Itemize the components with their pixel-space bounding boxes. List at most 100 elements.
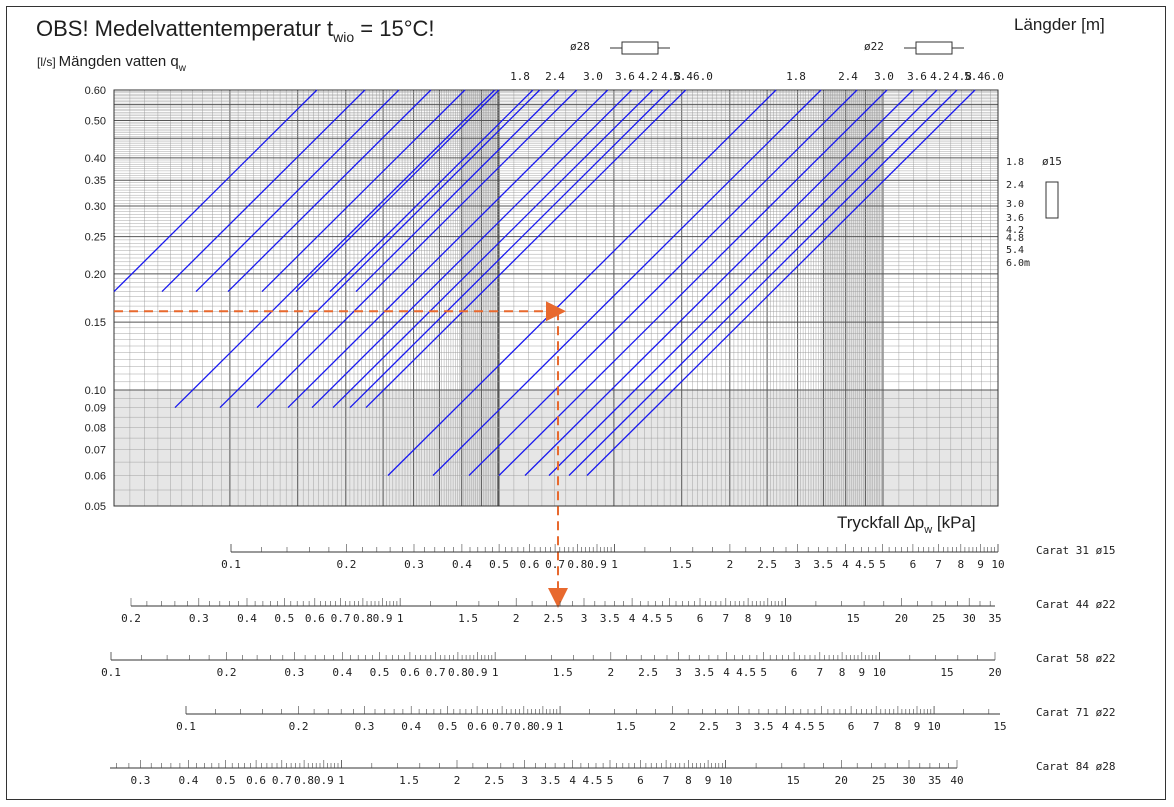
series-line [432, 89, 822, 476]
scale-tick-label: 3.5 [694, 666, 714, 679]
length-label: 3.6 [615, 70, 635, 83]
scale-tick-label: 0.4 [237, 612, 257, 625]
series-line [174, 89, 496, 409]
scale-name: Carat 71 ø22 [1036, 706, 1115, 719]
scale-tick-label: 7 [722, 612, 729, 625]
scale-tick-label: 8 [895, 720, 902, 733]
series-line [219, 89, 541, 409]
scale-tick-label: 9 [914, 720, 921, 733]
scale-tick-label: 6 [791, 666, 798, 679]
scale-tick-label: 10 [991, 558, 1004, 571]
length-label: 3.0 [874, 70, 894, 83]
length-label: 3.6 [907, 70, 927, 83]
length-label: 4.8 [1006, 233, 1024, 244]
scale-tick-label: 9 [764, 612, 771, 625]
length-label: 1.8 [786, 70, 806, 83]
series-line [329, 89, 534, 293]
length-label: 3.0 [1006, 199, 1024, 210]
scale-tick-label: 1 [557, 720, 564, 733]
scale-tick-label: 5 [818, 720, 825, 733]
scale-tick-label: 1 [611, 558, 618, 571]
scale-tick-label: 0.5 [489, 558, 509, 571]
length-label: 3.0 [583, 70, 603, 83]
scale-tick-label: 4 [629, 612, 636, 625]
y-tick-label: 0.25 [85, 232, 106, 244]
scale-tick-label: 3.5 [813, 558, 833, 571]
shaded-band [823, 90, 883, 506]
series-line [311, 89, 633, 409]
y-tick-label: 0.07 [85, 445, 106, 457]
scale-tick-label: 0.6 [400, 666, 420, 679]
y-tick-label: 0.30 [85, 201, 106, 213]
shaded-band [460, 90, 500, 506]
scale-tick-label: 0.9 [373, 612, 393, 625]
chart-title: OBS! Medelvattentemperatur twio = 15°C! [36, 16, 435, 45]
scale-tick-label: 0.7 [492, 720, 512, 733]
scale-tick-label: 0.1 [221, 558, 241, 571]
scale-tick-label: 6 [697, 612, 704, 625]
length-label: 4.2 [638, 70, 658, 83]
scale-tick-label: 6 [848, 720, 855, 733]
length-label: 2.4 [838, 70, 858, 83]
series-line [349, 89, 671, 409]
pipe-size-label: ø22 [864, 40, 884, 53]
series-line [161, 89, 366, 293]
scale-tick-label: 6 [637, 774, 644, 787]
scale-tick-label: 9 [977, 558, 984, 571]
scale-tick-label: 30 [902, 774, 915, 787]
scale-tick-label: 0.1 [176, 720, 196, 733]
scale-tick-label: 10 [719, 774, 732, 787]
scale-tick-label: 15 [940, 666, 953, 679]
length-label: 4.2 [1006, 225, 1024, 236]
scale-tick-label: 9 [858, 666, 865, 679]
scale-tick-label: 0.6 [467, 720, 487, 733]
length-label: 3.6 [1006, 213, 1024, 224]
scale-tick-label: 0.1 [101, 666, 121, 679]
scale-tick-label: 1 [338, 774, 345, 787]
scale-tick-label: 4.5 [642, 612, 662, 625]
scale-tick-label: 0.8 [567, 558, 587, 571]
scale-tick-label: 0.4 [401, 720, 421, 733]
scale-tick-label: 2 [513, 612, 520, 625]
pipe-legend: 1.8 2.4 3.0 3.6 4.2 4.85.46.0 1.8 2.4 3.0 3.6 4.2 4… [510, 40, 1062, 269]
scale-tick-label: 5 [666, 612, 673, 625]
series-line [498, 89, 888, 476]
series-line [256, 89, 578, 409]
scale-tick-label: 0.2 [289, 720, 309, 733]
scale-tick-label: 0.3 [284, 666, 304, 679]
scale-tick-label: 0.9 [314, 774, 334, 787]
scale-tick-label: 20 [895, 612, 908, 625]
series-line [332, 89, 654, 409]
scale-tick-label: 1 [492, 666, 499, 679]
scale-tick-label: 9 [705, 774, 712, 787]
series-line [195, 89, 400, 293]
y-tick-label: 0.40 [85, 153, 106, 165]
pipe-size-label: ø15 [1042, 155, 1062, 168]
pipe-symbol [621, 41, 659, 55]
scale-tick-label: 6 [910, 558, 917, 571]
pipe-symbol [1045, 181, 1059, 219]
scale-tick-label: 0.2 [336, 558, 356, 571]
scale-tick-label: 3.5 [540, 774, 560, 787]
scale-tick-label: 0.3 [189, 612, 209, 625]
scale-tick-label: 0.2 [217, 666, 237, 679]
series-line [261, 89, 466, 293]
scale-tick-label: 2 [669, 720, 676, 733]
scale-tick-label: 0.6 [519, 558, 539, 571]
scale-tick-label: 15 [993, 720, 1006, 733]
scale-tick-label: 1.5 [399, 774, 419, 787]
scale-name: Carat 44 ø22 [1036, 598, 1115, 611]
y-tick-label: 0.08 [85, 422, 106, 434]
scale-tick-label: 8 [957, 558, 964, 571]
length-label: 2.4 [1006, 180, 1024, 191]
scale-tick-label: 0.5 [216, 774, 236, 787]
scale-tick-label: 0.8 [294, 774, 314, 787]
y-tick-label: 0.35 [85, 175, 106, 187]
series-line [227, 89, 432, 293]
scale-tick-label: 0.3 [404, 558, 424, 571]
scale-tick-label: 3 [521, 774, 528, 787]
scale-tick-label: 1.5 [553, 666, 573, 679]
scale-tick-label: 15 [787, 774, 800, 787]
scale-tick-label: 0.7 [331, 612, 351, 625]
scale-tick-label: 10 [873, 666, 886, 679]
